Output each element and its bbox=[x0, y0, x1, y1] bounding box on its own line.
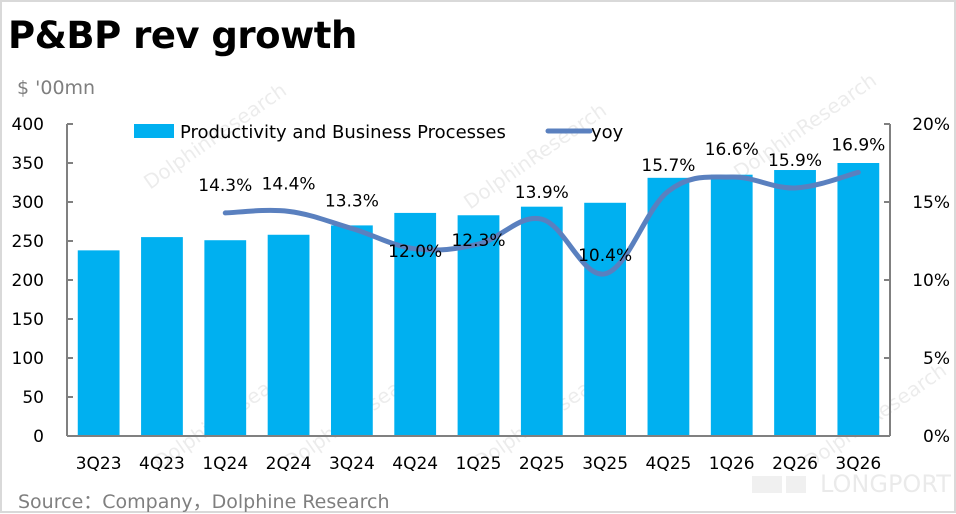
right-axis-tick-label: 5% bbox=[923, 349, 950, 369]
x-axis-tick-label: 2Q24 bbox=[266, 454, 312, 474]
yoy-data-label: 16.6% bbox=[705, 140, 759, 160]
left-axis-tick-label: 400 bbox=[12, 115, 44, 135]
left-axis-tick-label: 350 bbox=[12, 154, 44, 174]
bar bbox=[77, 250, 120, 436]
bar bbox=[710, 174, 753, 436]
yoy-data-label: 13.3% bbox=[325, 192, 379, 212]
x-axis-tick-label: 1Q26 bbox=[709, 454, 755, 474]
data-labels: 14.3% 14.4% 13.3% 12.0% 12.3% 13.9% 10.4% 15.7%… bbox=[198, 135, 885, 265]
x-axis-tick-label: 4Q25 bbox=[646, 454, 692, 474]
watermark-logo-icon bbox=[786, 476, 806, 493]
x-axis-tick-label: 1Q25 bbox=[456, 454, 502, 474]
x-axis-tick-label: 2Q26 bbox=[772, 454, 818, 474]
bar bbox=[204, 240, 247, 436]
bar-series bbox=[77, 163, 880, 436]
legend-label-bar: Productivity and Business Processes bbox=[180, 122, 506, 143]
legend-label-line: yoy bbox=[591, 122, 624, 143]
left-axis-tick-label: 200 bbox=[12, 271, 44, 291]
yoy-data-label: 14.3% bbox=[198, 176, 252, 196]
bar bbox=[267, 234, 310, 436]
bar bbox=[330, 225, 373, 436]
left-axis-tick-label: 150 bbox=[12, 310, 44, 330]
bar bbox=[457, 215, 500, 436]
x-axis-tick-label: 4Q23 bbox=[139, 454, 185, 474]
right-axis-tick-label: 10% bbox=[912, 271, 950, 291]
bar bbox=[584, 202, 627, 436]
yoy-data-label: 15.7% bbox=[641, 156, 695, 176]
legend: Productivity and Business Processes yoy bbox=[134, 122, 624, 143]
yoy-data-label: 10.4% bbox=[578, 246, 632, 266]
bar bbox=[520, 206, 563, 436]
chart-title: P&BP rev growth bbox=[8, 14, 357, 57]
x-axis-tick-label: 3Q24 bbox=[329, 454, 375, 474]
yoy-data-label: 12.3% bbox=[451, 231, 505, 251]
watermark-logo-text: LONGPORT bbox=[820, 470, 951, 498]
left-axis-tick-label: 250 bbox=[12, 232, 44, 252]
source-note: Source：Company，Dolphine Research bbox=[18, 491, 390, 513]
yoy-data-label: 15.9% bbox=[768, 151, 822, 171]
left-axis-tick-label: 0 bbox=[33, 427, 44, 447]
right-axis-tick-label: 15% bbox=[912, 193, 950, 213]
line-series bbox=[222, 169, 861, 277]
y-axis-unit-label: $ '00mn bbox=[17, 77, 96, 99]
left-axis-tick-label: 100 bbox=[12, 349, 44, 369]
watermark-logo-icon bbox=[752, 476, 782, 493]
x-axis-tick-label: 1Q24 bbox=[202, 454, 248, 474]
x-axis-tick-label: 3Q23 bbox=[76, 454, 122, 474]
legend-swatch-bar bbox=[134, 124, 174, 138]
yoy-data-label: 14.4% bbox=[262, 174, 316, 194]
axes: 0 50 100 150 200 250 300 350 400 0% 5% 10% 15% 20% 3Q2… bbox=[12, 115, 950, 474]
bar bbox=[837, 163, 880, 436]
x-axis-tick-label: 4Q24 bbox=[392, 454, 438, 474]
x-axis-tick-label: 3Q26 bbox=[835, 454, 881, 474]
left-axis-tick-label: 300 bbox=[12, 193, 44, 213]
right-axis-tick-label: 0% bbox=[923, 427, 950, 447]
x-axis-tick-label: 2Q25 bbox=[519, 454, 565, 474]
bar bbox=[774, 170, 816, 436]
x-axis-tick-label: 3Q25 bbox=[582, 454, 628, 474]
left-axis-tick-label: 50 bbox=[22, 388, 44, 408]
yoy-line bbox=[222, 169, 861, 277]
yoy-data-label: 13.9% bbox=[515, 183, 569, 203]
bar bbox=[647, 177, 690, 436]
yoy-data-label: 12.0% bbox=[388, 242, 442, 262]
yoy-data-label: 16.9% bbox=[831, 135, 885, 155]
right-axis-tick-label: 20% bbox=[912, 115, 950, 135]
bar bbox=[141, 237, 183, 436]
